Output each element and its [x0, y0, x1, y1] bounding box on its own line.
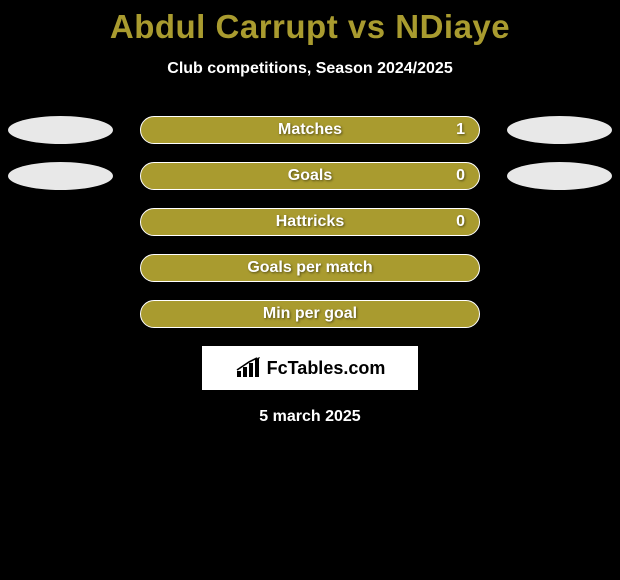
- chart-icon: [235, 357, 261, 379]
- stat-row: Min per goal: [0, 300, 620, 328]
- stat-row: Goals 0: [0, 162, 620, 190]
- stat-row: Hattricks 0: [0, 208, 620, 236]
- stat-bar: Goals per match: [140, 254, 480, 282]
- stat-value: 1: [456, 121, 465, 139]
- stat-bar: Hattricks 0: [140, 208, 480, 236]
- logo-text: FcTables.com: [267, 358, 386, 379]
- stat-bar: Goals 0: [140, 162, 480, 190]
- stat-label: Min per goal: [263, 305, 357, 323]
- stat-bar: Min per goal: [140, 300, 480, 328]
- stat-row: Goals per match: [0, 254, 620, 282]
- player-right-marker: [507, 116, 612, 144]
- player-left-marker: [8, 162, 113, 190]
- stat-value: 0: [456, 167, 465, 185]
- comparison-infographic: Abdul Carrupt vs NDiaye Club competition…: [0, 0, 620, 426]
- stat-bar: Matches 1: [140, 116, 480, 144]
- stat-rows: Matches 1 Goals 0 Hattricks 0 Goals per …: [0, 116, 620, 328]
- stat-label: Hattricks: [276, 213, 344, 231]
- stat-label: Matches: [278, 121, 342, 139]
- stat-row: Matches 1: [0, 116, 620, 144]
- page-subtitle: Club competitions, Season 2024/2025: [167, 60, 452, 78]
- player-right-marker: [507, 162, 612, 190]
- date-label: 5 march 2025: [259, 408, 360, 426]
- stat-value: 0: [456, 213, 465, 231]
- stat-label: Goals per match: [247, 259, 372, 277]
- stat-label: Goals: [288, 167, 332, 185]
- player-left-marker: [8, 116, 113, 144]
- logo-box: FcTables.com: [202, 346, 418, 390]
- page-title: Abdul Carrupt vs NDiaye: [110, 8, 510, 46]
